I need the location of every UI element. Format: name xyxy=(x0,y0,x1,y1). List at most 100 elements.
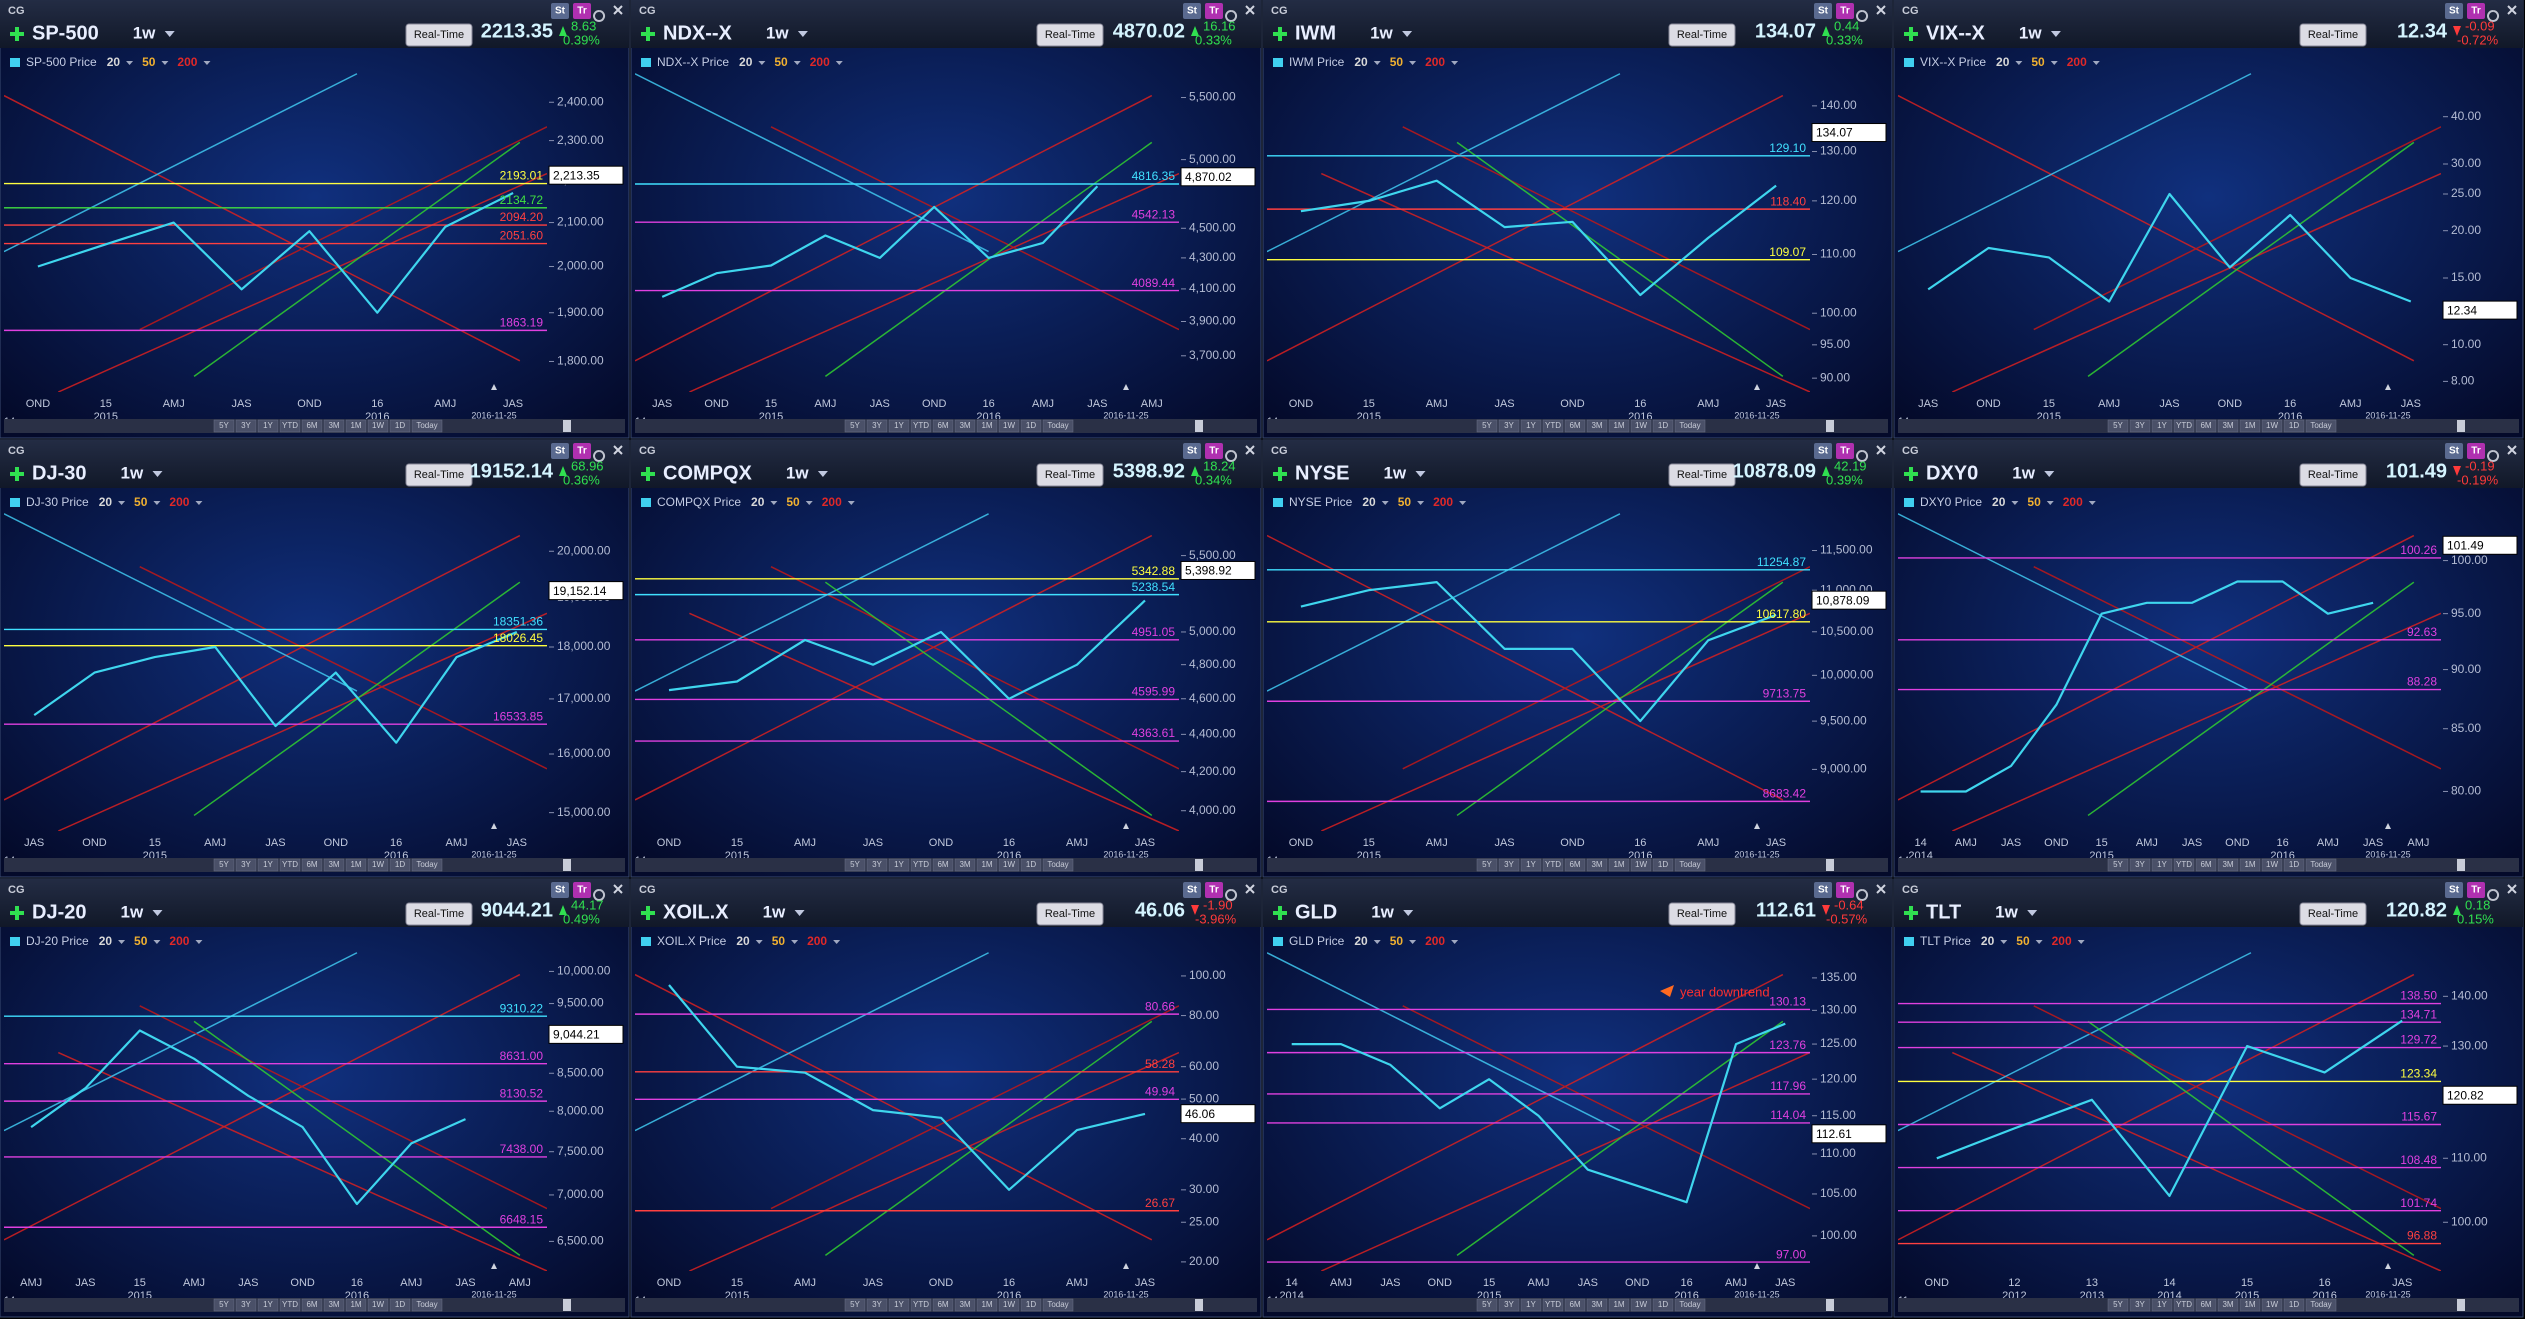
moving-average-label[interactable]: 200 xyxy=(810,55,830,69)
panel-icon[interactable] xyxy=(2445,3,2463,19)
toolbar-button[interactable] xyxy=(976,419,998,433)
toolbar-button[interactable] xyxy=(1586,858,1608,872)
toolbar-button[interactable] xyxy=(998,1298,1020,1312)
toolbar-button[interactable] xyxy=(1498,1298,1520,1312)
scroll-thumb[interactable] xyxy=(1195,420,1203,432)
interval[interactable]: 1w xyxy=(120,902,143,921)
add-icon[interactable] xyxy=(10,906,24,920)
close-icon[interactable] xyxy=(1876,5,1886,15)
moving-average-label[interactable]: 20 xyxy=(1354,934,1368,948)
interval-dropdown[interactable] xyxy=(2044,471,2055,477)
add-icon[interactable] xyxy=(1904,906,1918,920)
toolbar-button[interactable] xyxy=(1586,1298,1608,1312)
legend-dropdown[interactable] xyxy=(805,501,813,505)
moving-average-label[interactable]: 50 xyxy=(774,55,788,69)
legend-dropdown[interactable] xyxy=(153,501,161,505)
gear-icon[interactable] xyxy=(1856,889,1869,901)
toolbar-button[interactable] xyxy=(998,419,1020,433)
toolbar-button[interactable] xyxy=(998,858,1020,872)
moving-average-label[interactable]: 50 xyxy=(134,934,148,948)
scroll-thumb[interactable] xyxy=(2457,859,2465,871)
toolbar-button[interactable] xyxy=(932,1298,954,1312)
toolbar-button[interactable] xyxy=(213,1298,235,1312)
close-icon[interactable] xyxy=(1245,445,1255,455)
close-icon[interactable] xyxy=(2507,445,2517,455)
realtime-button[interactable] xyxy=(2299,463,2367,487)
toolbar-button[interactable] xyxy=(1564,419,1586,433)
toolbar-button[interactable] xyxy=(844,858,866,872)
moving-average-label[interactable]: 200 xyxy=(2063,495,2083,509)
toolbar-button[interactable] xyxy=(1630,419,1652,433)
gear-icon[interactable] xyxy=(2487,10,2500,22)
toolbar-button[interactable] xyxy=(954,858,976,872)
toolbar-button[interactable] xyxy=(2129,858,2151,872)
legend-dropdown[interactable] xyxy=(118,501,126,505)
panel-icon[interactable] xyxy=(551,3,569,19)
panel-icon[interactable] xyxy=(573,443,591,459)
toolbar-button[interactable] xyxy=(1564,858,1586,872)
interval-dropdown[interactable] xyxy=(797,31,808,37)
close-icon[interactable] xyxy=(2507,5,2517,15)
legend-dropdown[interactable] xyxy=(833,940,841,944)
toolbar-button[interactable] xyxy=(954,1298,976,1312)
close-icon[interactable] xyxy=(2507,884,2517,894)
panel-icon[interactable] xyxy=(573,882,591,898)
legend-dropdown[interactable] xyxy=(195,501,203,505)
toolbar-button[interactable] xyxy=(1542,858,1564,872)
toolbar-button[interactable] xyxy=(910,1298,932,1312)
interval[interactable]: 1w xyxy=(786,463,809,482)
interval-dropdown[interactable] xyxy=(817,471,828,477)
close-icon[interactable] xyxy=(1876,445,1886,455)
gear-icon[interactable] xyxy=(593,10,606,22)
legend-dropdown[interactable] xyxy=(770,501,778,505)
gear-icon[interactable] xyxy=(2487,889,2500,901)
moving-average-label[interactable]: 20 xyxy=(1354,55,1368,69)
toolbar-button[interactable] xyxy=(1608,1298,1630,1312)
panel-icon[interactable] xyxy=(551,882,569,898)
toolbar-button[interactable] xyxy=(888,1298,910,1312)
toolbar-button[interactable] xyxy=(1630,858,1652,872)
moving-average-label[interactable]: 50 xyxy=(134,495,148,509)
legend-dropdown[interactable] xyxy=(126,61,134,65)
toolbar-button[interactable] xyxy=(1476,858,1498,872)
toolbar-button[interactable] xyxy=(345,419,367,433)
interval[interactable]: 1w xyxy=(120,463,143,482)
panel-icon[interactable] xyxy=(1183,882,1201,898)
toolbar-button[interactable] xyxy=(888,858,910,872)
toolbar-button[interactable] xyxy=(1564,1298,1586,1312)
toolbar-button[interactable] xyxy=(954,419,976,433)
toolbar-button[interactable] xyxy=(345,858,367,872)
toolbar-button[interactable] xyxy=(323,858,345,872)
toolbar-button[interactable] xyxy=(1520,419,1542,433)
toolbar-button[interactable] xyxy=(932,419,954,433)
moving-average-label[interactable]: 20 xyxy=(751,495,765,509)
toolbar-button[interactable] xyxy=(1608,858,1630,872)
toolbar-button[interactable] xyxy=(844,419,866,433)
realtime-button[interactable] xyxy=(405,463,473,487)
toolbar-button[interactable] xyxy=(257,1298,279,1312)
realtime-button[interactable] xyxy=(2299,23,2367,47)
legend-dropdown[interactable] xyxy=(1373,940,1381,944)
toolbar-button[interactable] xyxy=(1498,419,1520,433)
moving-average-label[interactable]: 200 xyxy=(2067,55,2087,69)
toolbar-button[interactable] xyxy=(2283,1298,2305,1312)
toolbar-button[interactable] xyxy=(1476,1298,1498,1312)
panel-icon[interactable] xyxy=(2467,882,2485,898)
legend-dropdown[interactable] xyxy=(1417,501,1425,505)
toolbar-button[interactable] xyxy=(1020,419,1042,433)
add-icon[interactable] xyxy=(1904,27,1918,41)
legend-dropdown[interactable] xyxy=(1409,940,1417,944)
toolbar-button[interactable] xyxy=(389,858,411,872)
toolbar-button[interactable] xyxy=(2305,858,2337,872)
legend-dropdown[interactable] xyxy=(1381,501,1389,505)
interval-dropdown[interactable] xyxy=(794,910,805,916)
toolbar-button[interactable] xyxy=(389,1298,411,1312)
toolbar-button[interactable] xyxy=(2173,419,2195,433)
panel-icon[interactable] xyxy=(1205,443,1223,459)
add-icon[interactable] xyxy=(1904,467,1918,481)
toolbar-button[interactable] xyxy=(866,419,888,433)
legend-dropdown[interactable] xyxy=(791,940,799,944)
moving-average-label[interactable]: 20 xyxy=(1362,495,1376,509)
interval-dropdown[interactable] xyxy=(152,471,163,477)
toolbar-button[interactable] xyxy=(367,1298,389,1312)
